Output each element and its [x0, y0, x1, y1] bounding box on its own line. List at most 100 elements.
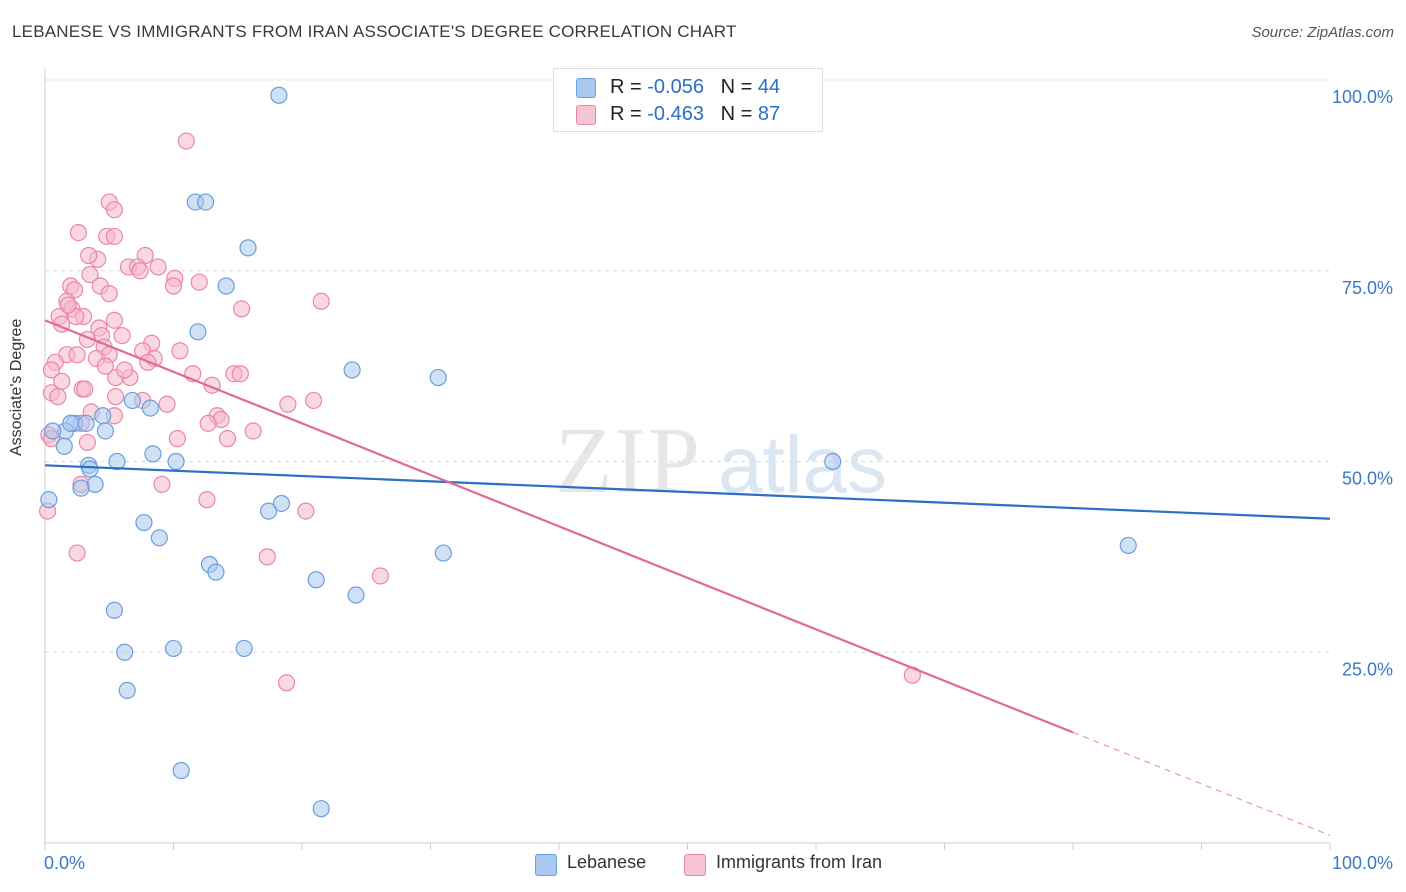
watermark-atlas: atlas: [718, 420, 887, 509]
lebanese-point-10: [94, 407, 112, 425]
iran-point-3: [69, 224, 88, 242]
lebanese-point-14: [96, 422, 114, 440]
r-value: -0.463: [647, 103, 704, 125]
iran-point-83: [158, 395, 176, 413]
iran-point-70: [198, 491, 216, 509]
iran-point-22: [312, 292, 330, 310]
lebanese-point-15: [55, 437, 73, 455]
lebanese-point-8: [123, 391, 141, 410]
iran-point-19: [100, 285, 118, 303]
iran-point-0: [177, 132, 195, 150]
stats-legend: R = -0.056 N = 44 R = -0.463 N = 87: [553, 68, 823, 132]
lebanese-legend-swatch: [535, 854, 557, 876]
chart-title: LEBANESE VS IMMIGRANTS FROM IRAN ASSOCIA…: [12, 22, 737, 41]
lebanese-point-18: [108, 452, 126, 471]
iran-point-61: [199, 414, 217, 432]
lebanese-point-4: [217, 277, 235, 295]
lebanese-point-24: [824, 452, 842, 471]
iran-point-72: [297, 502, 315, 520]
lebanese-point-40: [172, 761, 190, 780]
iran-legend-swatch: [684, 854, 706, 876]
lebanese-point-33: [307, 571, 325, 589]
trend-lines: [44, 319, 1331, 836]
lebanese-point-30: [1119, 536, 1137, 555]
iran-point-8: [80, 246, 98, 265]
bottom-legend: Lebanese Immigrants from Iran: [0, 852, 1406, 878]
iran-point-30: [105, 311, 123, 329]
lebanese-point-26: [259, 502, 278, 520]
iran-point-76: [277, 674, 296, 692]
r-label: R =: [610, 103, 648, 125]
iran-point-68: [153, 475, 171, 493]
lebanese-point-16: [144, 445, 162, 463]
y-tick-label-100: 100.0%: [1332, 87, 1393, 107]
lebanese-point-41: [312, 800, 330, 818]
lebanese-point-34: [347, 586, 365, 604]
lebanese-point-28: [150, 529, 168, 547]
watermark-zip: ZIP: [555, 409, 702, 513]
iran-point-37: [68, 346, 86, 364]
y-tick-label-75: 75.0%: [1342, 278, 1393, 298]
iran-point-55: [279, 395, 297, 413]
lebanese-point-0: [270, 86, 288, 104]
lebanese-point-3: [239, 239, 257, 257]
lebanese-point-6: [343, 361, 361, 379]
iran-point-2: [105, 201, 123, 219]
iran-point-42: [42, 361, 61, 379]
lebanese-point-21: [86, 475, 104, 493]
iran-point-15: [190, 273, 208, 291]
lebanese-point-22: [72, 479, 90, 497]
iran-point-62: [244, 422, 262, 440]
lebanese-point-2: [197, 193, 215, 211]
iran-point-5: [105, 227, 123, 246]
iran-point-65: [168, 430, 186, 448]
legend-iran-text: R = -0.463 N = 87: [610, 103, 780, 126]
iran-point-79: [96, 357, 114, 375]
iran-point-20: [164, 277, 183, 295]
lebanese-point-32: [207, 563, 225, 581]
iran-point-12: [149, 258, 167, 276]
lebanese-point-17: [167, 452, 185, 471]
lebanese-point-36: [116, 643, 134, 661]
lebanese-point-39: [118, 681, 136, 700]
lebanese-point-9: [141, 399, 159, 417]
lebanese-swatch: [576, 78, 596, 98]
iran-point-11: [131, 262, 149, 280]
lebanese-point-7: [429, 368, 447, 387]
r-value: -0.056: [647, 76, 704, 98]
lebanese-trend-line: [44, 464, 1331, 520]
iran-points: [38, 132, 921, 692]
tick-labels: 25.0% 50.0% 75.0% 100.0% 0.0% 100.0%: [44, 87, 1393, 873]
lebanese-point-13: [44, 422, 62, 440]
n-value: 87: [757, 103, 781, 125]
iran-point-84: [113, 327, 131, 345]
iran-point-80: [59, 296, 77, 314]
lebanese-point-38: [235, 639, 253, 658]
x-tick-label-100: 100.0%: [1332, 853, 1393, 873]
iran-point-78: [116, 361, 134, 379]
lebanese-point-23: [40, 491, 58, 509]
lebanese-point-29: [434, 544, 452, 562]
lebanese-point-43: [77, 414, 95, 432]
iran-point-35: [171, 342, 189, 360]
r-label: R =: [610, 76, 648, 98]
y-tick-label-25: 25.0%: [1342, 659, 1393, 679]
iran-point-25: [233, 300, 251, 318]
axis-ticks: [44, 843, 1331, 850]
lebanese-points: [40, 86, 1137, 818]
iran-point-50: [76, 380, 94, 398]
iran-point-73: [68, 544, 86, 562]
iran-point-13: [81, 265, 99, 284]
iran-point-54: [304, 391, 323, 410]
iran-point-75: [371, 567, 389, 585]
iran-trend-line: [44, 319, 1074, 734]
iran-legend-label: Immigrants from Iran: [716, 852, 883, 872]
y-tick-label-50: 50.0%: [1342, 469, 1393, 489]
lebanese-point-37: [164, 639, 183, 658]
iran-point-86: [49, 388, 67, 406]
iran-point-74: [258, 548, 276, 566]
x-tick-label-0: 0.0%: [44, 853, 85, 873]
iran-point-66: [218, 430, 237, 448]
source-label: Source: ZipAtlas.com: [1251, 24, 1394, 41]
